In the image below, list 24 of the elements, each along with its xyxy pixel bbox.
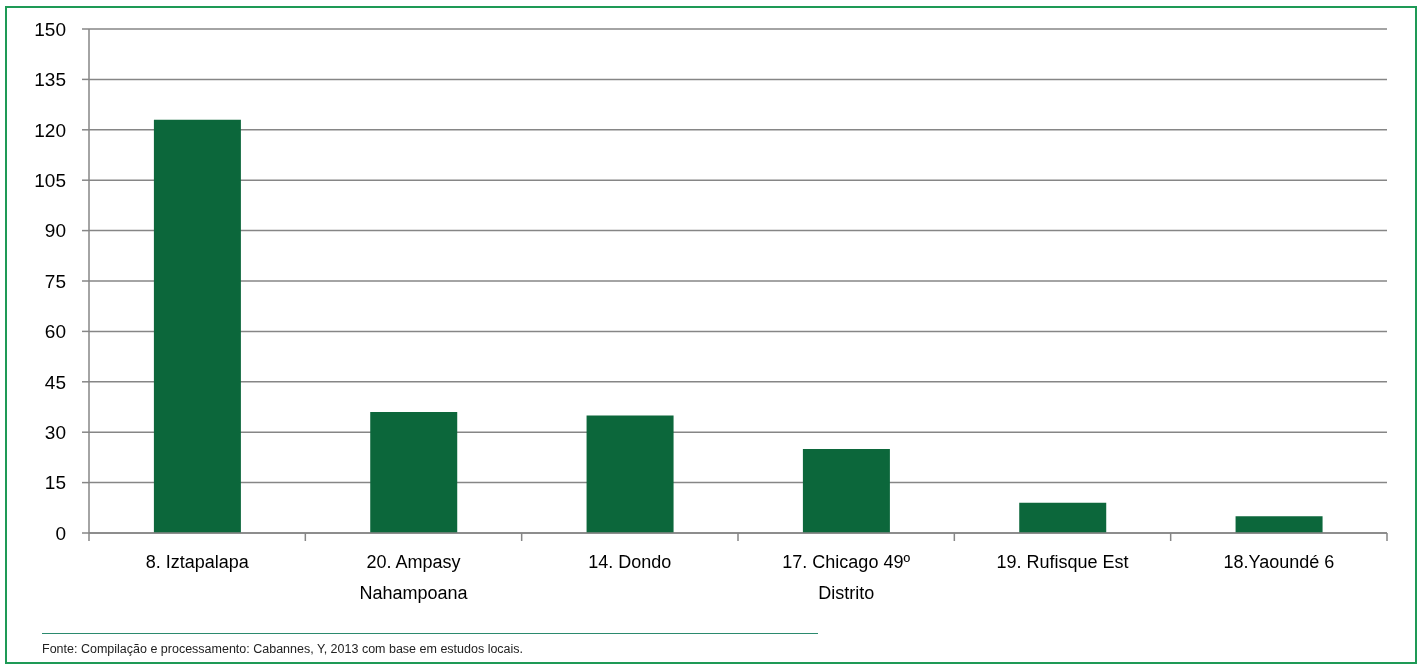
x-tick-label: 17. Chicago 49º Distrito xyxy=(782,551,911,603)
bar xyxy=(153,119,241,533)
x-tick-label: 8. Iztapalapa xyxy=(145,551,250,572)
y-tick-label: 75 xyxy=(44,270,66,292)
y-tick-label: 120 xyxy=(34,119,66,141)
bar xyxy=(1019,502,1107,533)
source-note: Fonte: Compilação e processamento: Cabannes, Y, 2013 com base em estudos locais. xyxy=(42,642,524,656)
x-tick-label: 20. Ampasy Nahampoana xyxy=(359,551,469,603)
y-tick-label: 15 xyxy=(44,472,66,494)
bar xyxy=(1235,516,1323,533)
bar xyxy=(370,412,458,533)
x-tick-label: 14. Dondo xyxy=(588,551,672,572)
y-tick-label: 90 xyxy=(44,220,66,242)
x-tick-label: 18.Yaoundé 6 xyxy=(1223,551,1335,572)
y-tick-label: 30 xyxy=(44,421,66,443)
y-tick-label: 60 xyxy=(44,321,66,343)
bar xyxy=(586,415,674,533)
y-tick-label: 0 xyxy=(55,522,66,544)
y-tick-label: 105 xyxy=(34,169,66,191)
x-tick-label: 19. Rufisque Est xyxy=(996,551,1129,572)
bar xyxy=(802,449,890,533)
y-tick-label: 135 xyxy=(34,69,66,91)
y-tick-label: 45 xyxy=(44,371,66,393)
y-tick-label: 150 xyxy=(34,18,66,40)
